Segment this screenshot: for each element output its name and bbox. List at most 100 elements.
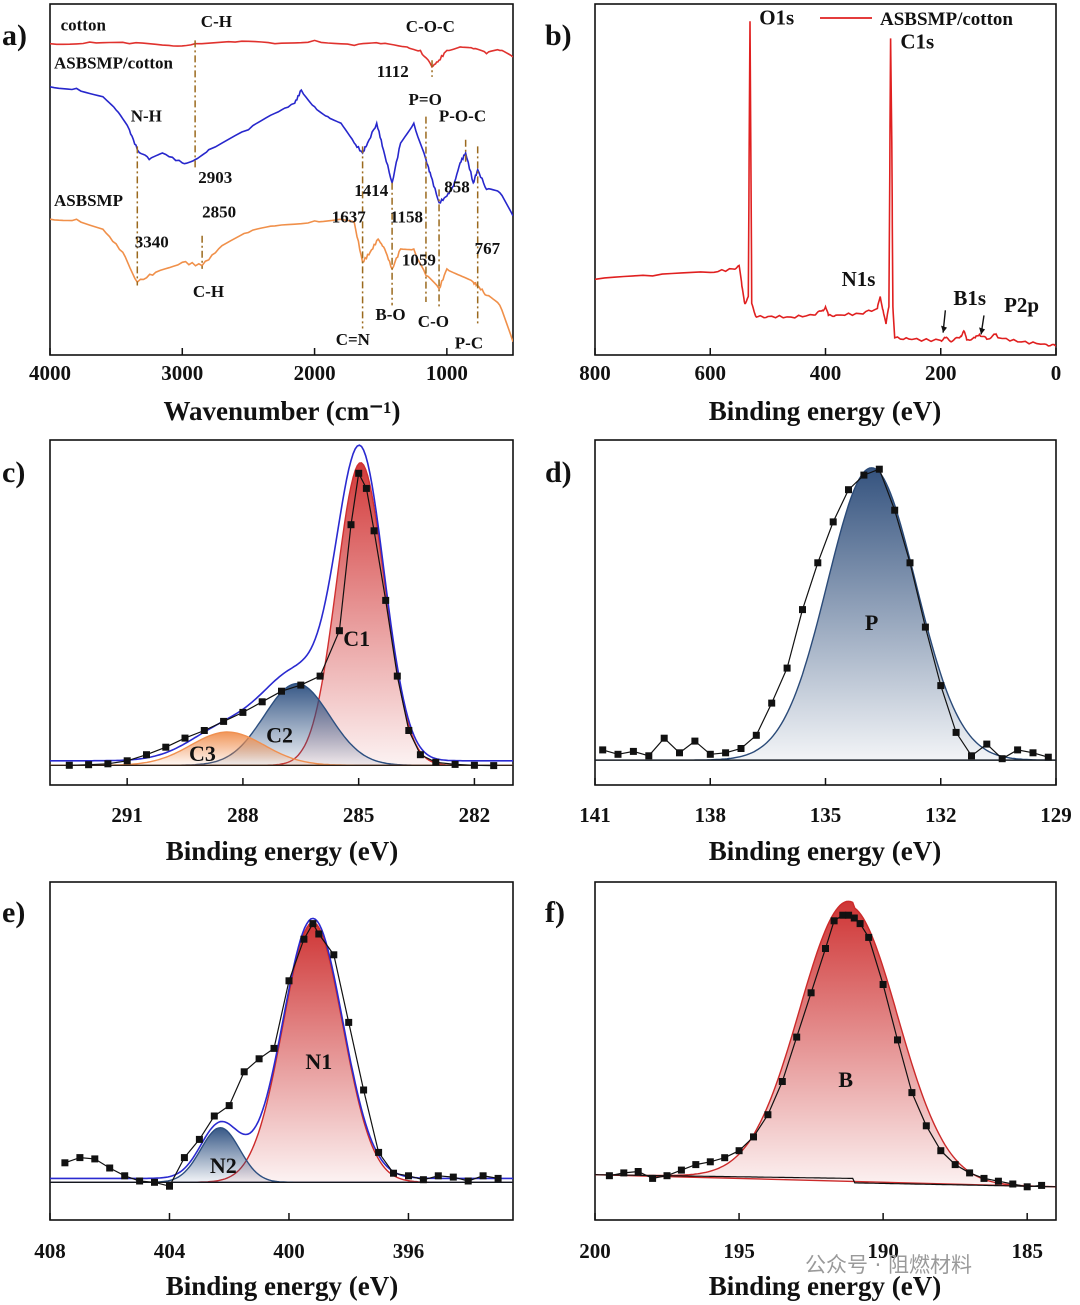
data-point [405,1172,412,1180]
annotation-label: B1s [953,286,986,310]
x-tick-label: 800 [579,361,611,385]
plot-frame [594,881,1057,1221]
series-line-asbsmp-cotton [595,21,1056,347]
x-tick-label: 3000 [161,361,203,385]
data-point [620,1169,628,1177]
plot-frame [49,881,514,1221]
data-point [998,755,1006,763]
annotation-label: N1 [305,1049,332,1074]
data-point [464,1177,472,1185]
plot-area [50,917,513,1190]
data-point [783,664,791,672]
annotation-label: cotton [61,16,107,35]
panel-letter: f) [545,896,565,929]
data-point [419,1176,427,1184]
annotation-label: P=O [409,90,442,109]
data-point [921,623,929,631]
data-point [937,1147,945,1155]
data-point [906,559,914,567]
data-point [434,1172,442,1180]
data-point [106,1164,114,1172]
data-point [891,506,899,514]
annotation-label: P [865,610,878,635]
data-point [278,687,285,695]
plot-area [50,444,513,770]
annotation-label: N-H [131,107,162,126]
annotation-label: 2850 [202,203,236,222]
data-point [316,672,324,680]
data-point [162,743,170,751]
x-tick-label: 408 [34,1239,66,1263]
annotation-label: C1 [343,626,370,651]
x-tick-label: 141 [579,803,611,827]
data-point [76,1154,84,1162]
data-point [692,1161,700,1169]
annotation-label: C-H [193,282,224,301]
plot-area [595,900,1056,1191]
data-point [850,914,858,922]
data-point [845,486,852,494]
x-tick-label: 600 [695,361,727,385]
annotation-label: C-H [201,12,232,31]
data-point [432,758,440,766]
x-tick-label: 2000 [294,361,336,385]
data-point [807,989,815,997]
series-line-asbsmp-cotton [50,86,513,217]
data-point [894,1036,901,1044]
data-point [225,1102,233,1110]
data-point [240,1068,248,1076]
annotation-label: 1637 [332,208,367,227]
x-tick-label: 195 [723,1239,755,1263]
data-point [143,751,150,759]
data-point [663,1172,671,1180]
data-point [1009,1180,1017,1188]
x-axis-title: Binding energy (eV) [709,836,942,866]
panel-letter: e) [2,896,25,929]
x-tick-label: 404 [154,1239,186,1263]
data-point [355,469,363,477]
annotation-label: 1158 [390,208,423,227]
data-point [390,1169,397,1177]
data-point [360,1086,368,1094]
data-point [908,1089,916,1097]
annotation-label: P-C [455,333,483,352]
data-point [994,1177,1002,1185]
data-point [875,465,883,473]
annotation-label: B-O [375,305,405,324]
panel-letter: b) [545,19,572,52]
data-point [706,1158,714,1166]
data-point [151,1178,158,1186]
annotation-label: B [838,1067,853,1092]
panel-letter: c) [2,456,25,489]
raw-data-line [609,914,1042,1188]
data-point [479,1172,487,1180]
data-point [393,672,401,680]
data-point [706,750,714,758]
x-tick-label: 291 [111,803,143,827]
plot-area [595,21,1056,347]
plot-frame [594,3,1057,356]
x-tick-label: 396 [393,1239,425,1263]
data-point [645,752,653,760]
data-point [778,1078,786,1085]
peak-n1 [50,921,513,1183]
panel-letter: d) [545,456,572,489]
data-point [449,1173,457,1181]
annotation-label: 3340 [135,232,169,251]
annotation-label: 2903 [198,168,232,187]
x-axis-title: Wavenumber (cm⁻¹) [163,396,400,426]
x-tick-label: 132 [925,803,957,827]
plot-frame [49,3,514,356]
x-tick-label: 135 [810,803,842,827]
plot-area [50,39,513,343]
x-tick-label: 0 [1051,361,1062,385]
data-point [200,727,208,734]
data-point [830,917,838,925]
data-point [255,1055,263,1063]
x-tick-label: 400 [273,1239,305,1263]
panel-letter: a) [2,19,27,52]
plot-area [595,465,1056,763]
data-point [752,731,760,739]
data-point [649,1174,657,1182]
x-tick-label: 285 [343,803,375,827]
